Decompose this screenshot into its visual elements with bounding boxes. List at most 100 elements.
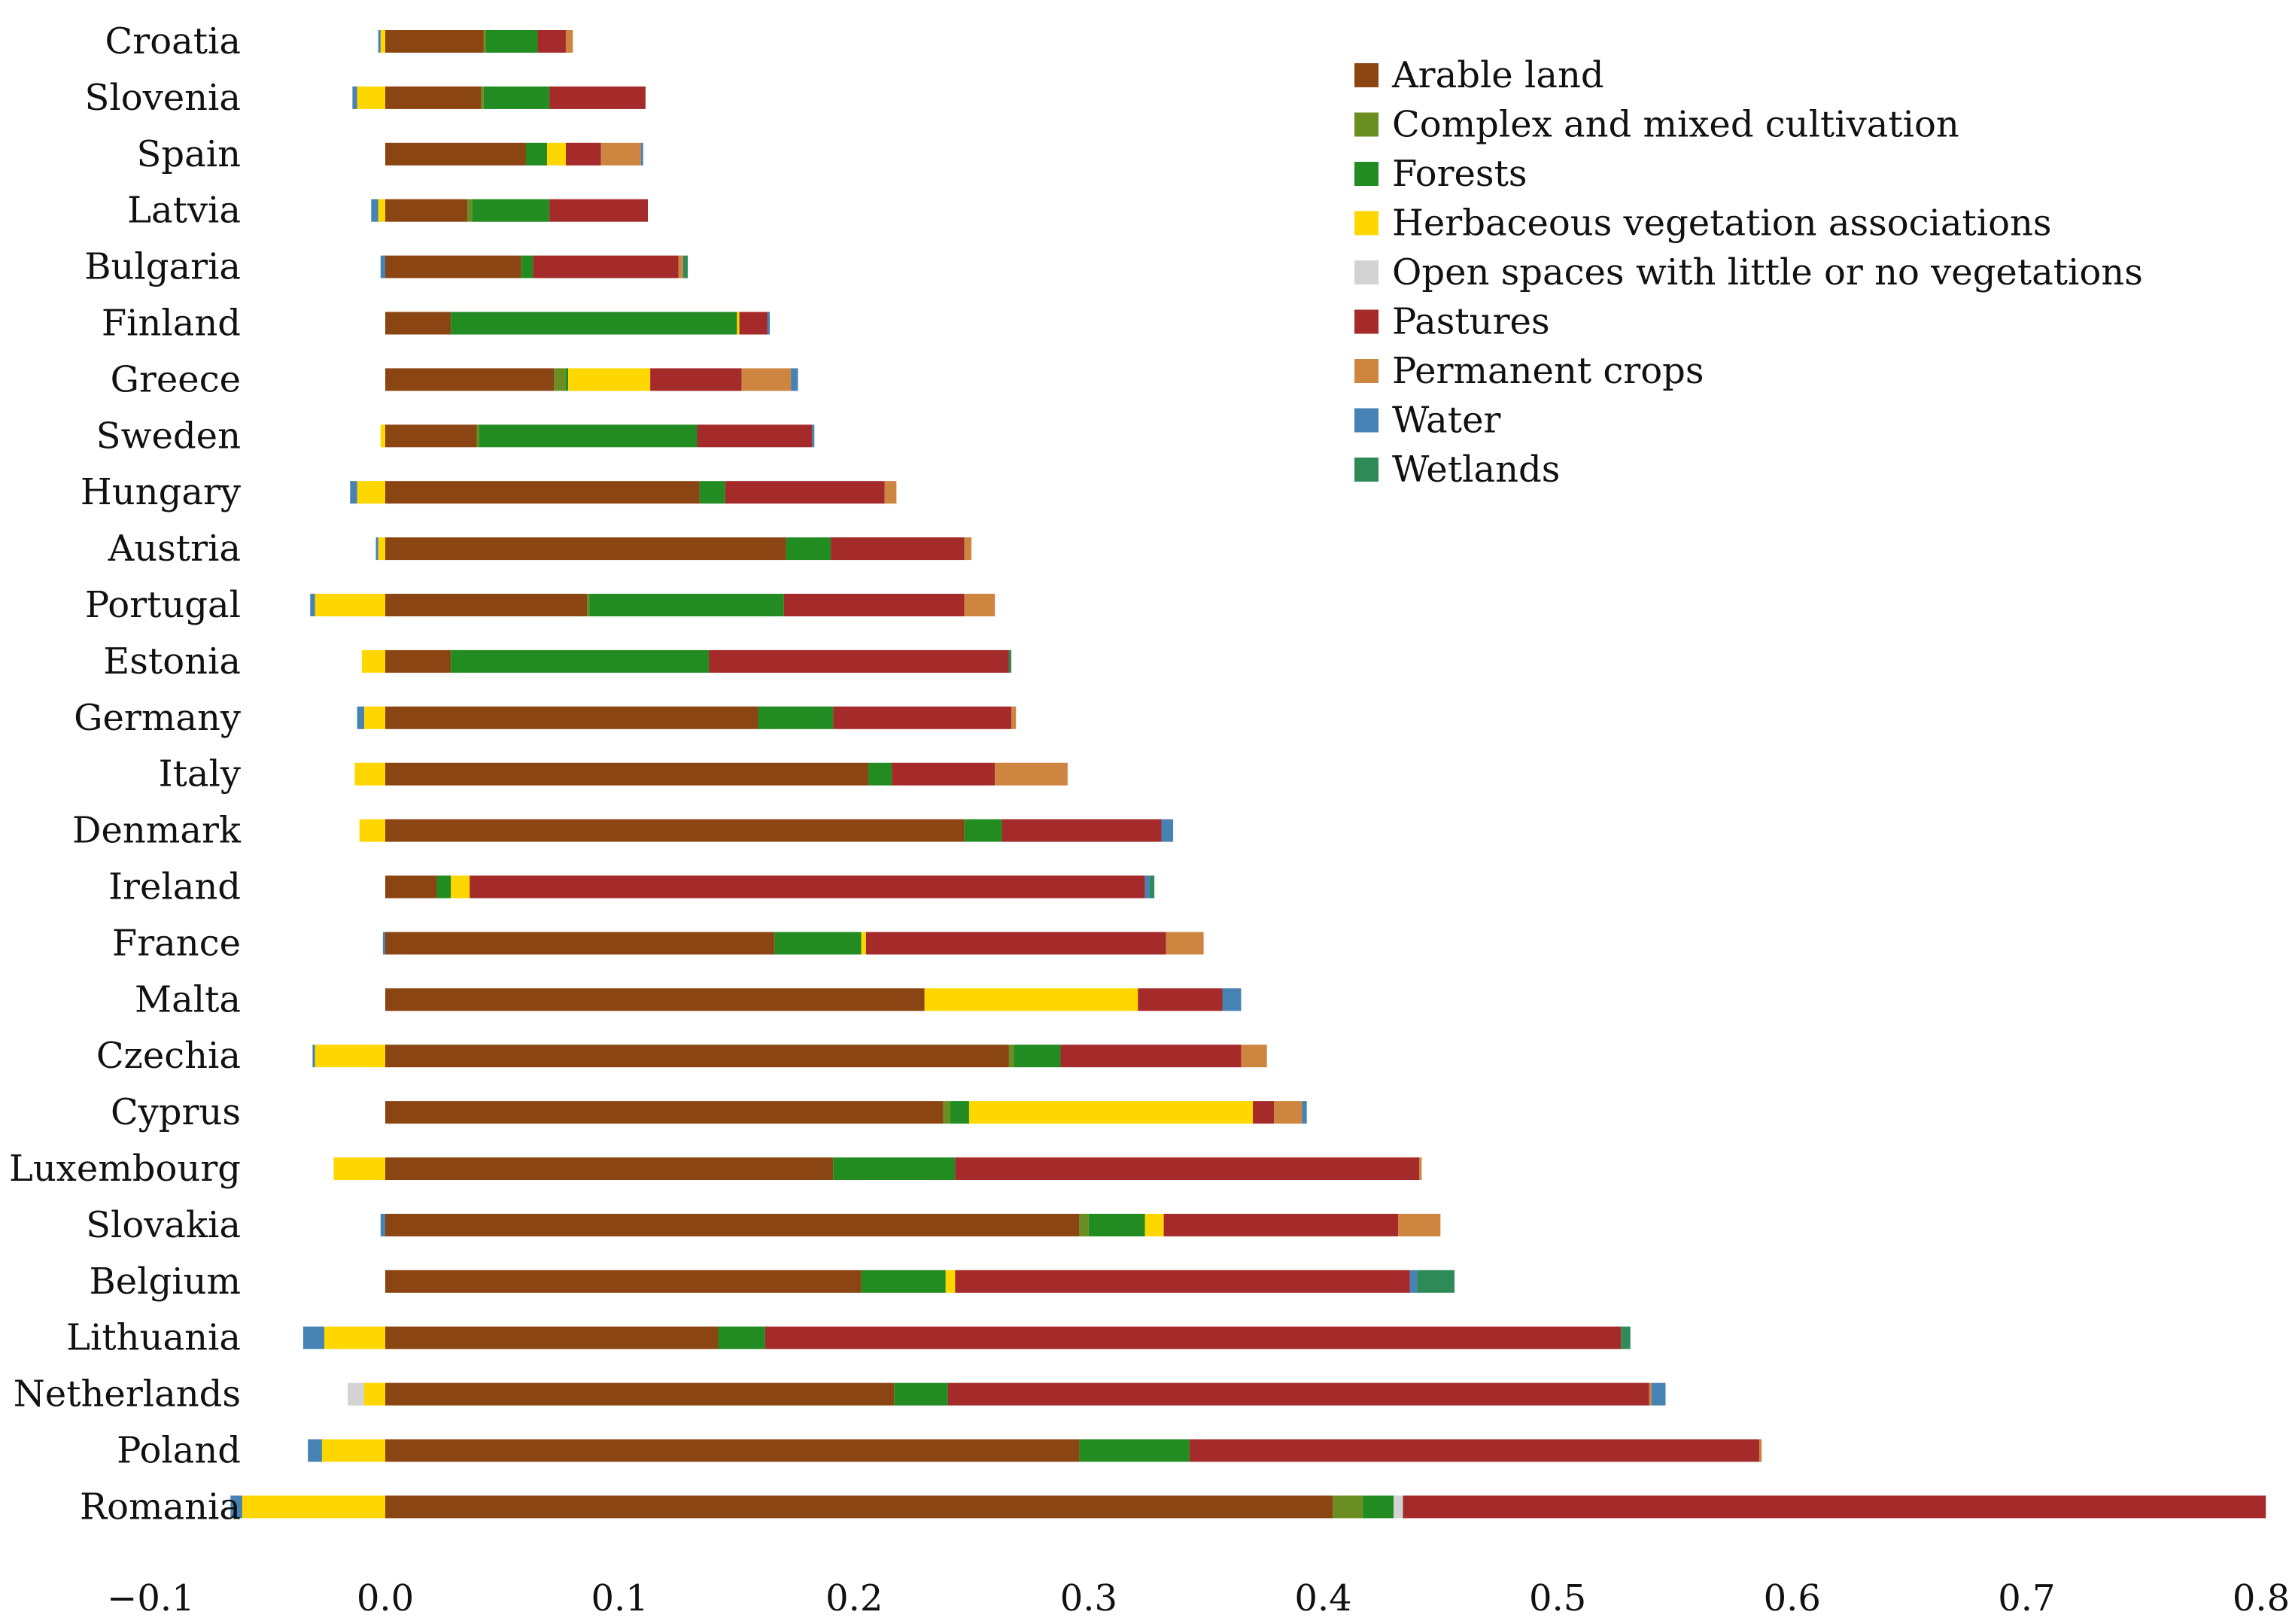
bar-latvia-forests	[472, 199, 550, 222]
bar-germany-arable-land	[385, 706, 758, 729]
bar-slovakia-herbaceous-vegetation-associations	[1144, 1213, 1164, 1236]
category-label-ireland: Ireland	[108, 866, 241, 908]
category-label-belgium: Belgium	[89, 1261, 241, 1303]
bar-slovenia-water	[352, 86, 357, 109]
bar-netherlands-pastures	[947, 1382, 1649, 1406]
category-label-cyprus: Cyprus	[111, 1091, 241, 1133]
bar-france-pastures	[865, 932, 1166, 955]
bar-austria-pastures	[831, 537, 965, 561]
bar-sweden-arable-land	[385, 424, 477, 448]
bar-group	[230, 30, 2266, 1519]
bar-france-herbaceous-vegetation-associations	[861, 932, 866, 955]
legend: Arable land Complex and mixed cultivation…	[1354, 54, 2143, 491]
category-label-denmark: Denmark	[72, 810, 242, 852]
bar-greece-permanent-crops	[741, 368, 792, 391]
bar-slovakia-arable-land	[385, 1213, 1080, 1236]
bar-austria-herbaceous-vegetation-associations	[378, 537, 385, 561]
bar-lithuania-arable-land	[385, 1326, 719, 1349]
category-label-luxembourg: Luxembourg	[9, 1148, 241, 1190]
bar-hungary-forests	[699, 481, 725, 504]
bar-portugal-water	[310, 594, 315, 616]
bar-hungary-arable-land	[385, 481, 700, 504]
bar-hungary-herbaceous-vegetation-associations	[357, 481, 385, 504]
bar-lithuania-forests	[718, 1326, 765, 1349]
bar-czechia-arable-land	[385, 1045, 1009, 1068]
x-tick-label: 0.3	[1060, 1577, 1117, 1619]
bar-netherlands-water	[1651, 1382, 1666, 1406]
bar-denmark-herbaceous-vegetation-associations	[359, 819, 385, 842]
bar-malta-arable-land	[385, 988, 925, 1011]
bar-spain-forests	[525, 142, 548, 166]
category-label-sweden: Sweden	[96, 415, 241, 457]
bar-italy-permanent-crops	[995, 762, 1068, 786]
bar-hungary-pastures	[725, 481, 885, 504]
bar-luxembourg-arable-land	[385, 1157, 834, 1180]
bar-slovakia-forests	[1088, 1213, 1145, 1236]
bar-belgium-arable-land	[385, 1270, 862, 1293]
bar-sweden-forests	[479, 424, 698, 448]
category-label-croatia: Croatia	[105, 20, 241, 62]
bar-italy-forests	[868, 762, 892, 786]
bar-romania-complex-and-mixed-cultivation	[1332, 1495, 1363, 1519]
legend-label-arable-land: Arable land	[1391, 54, 1604, 96]
bar-ireland-herbaceous-vegetation-associations	[451, 875, 470, 899]
bar-italy-pastures	[892, 762, 996, 786]
category-labels: Croatia Slovenia Spain Latvia Bulgaria Finlan…	[9, 20, 242, 1528]
legend-label-water: Water	[1392, 400, 1500, 442]
bar-netherlands-permanent-crops	[1649, 1382, 1652, 1406]
category-label-france: France	[112, 922, 241, 964]
category-label-portugal: Portugal	[85, 584, 241, 626]
bar-bulgaria-pastures	[533, 255, 679, 278]
legend-label-permanent-crops: Permanent crops	[1392, 350, 1704, 392]
category-label-austria: Austria	[108, 528, 241, 570]
bar-poland-arable-land	[385, 1439, 1080, 1462]
bar-cyprus-water	[1302, 1101, 1307, 1124]
bar-luxembourg-permanent-crops	[1419, 1157, 1422, 1180]
bar-portugal-permanent-crops	[964, 594, 996, 616]
bar-spain-arable-land	[385, 142, 526, 166]
bar-luxembourg-pastures	[955, 1157, 1420, 1180]
legend-swatch-permanent-crops	[1354, 359, 1379, 383]
x-tick-label: 0.5	[1529, 1577, 1586, 1619]
bar-netherlands-open-spaces-with-little-or-no-vegetations	[348, 1382, 364, 1406]
bar-sweden-water	[812, 424, 815, 448]
bar-sweden-herbaceous-vegetation-associations	[380, 424, 385, 448]
bar-croatia-forests	[485, 30, 538, 53]
bar-latvia-water	[371, 199, 378, 222]
legend-label-herbaceous-vegetation-associations: Herbaceous vegetation associations	[1392, 202, 2052, 245]
bar-latvia-pastures	[549, 199, 649, 222]
bar-ireland-forests	[436, 875, 451, 899]
bar-finland-herbaceous-vegetation-associations	[737, 312, 740, 335]
category-label-czechia: Czechia	[96, 1035, 241, 1077]
bar-estonia-herbaceous-vegetation-associations	[361, 649, 385, 673]
bar-croatia-water	[378, 30, 381, 53]
bar-germany-forests	[758, 706, 834, 729]
bar-croatia-permanent-crops	[565, 30, 573, 53]
bar-poland-permanent-crops	[1759, 1439, 1762, 1462]
category-label-lithuania: Lithuania	[66, 1317, 241, 1359]
bar-france-forests	[774, 932, 862, 955]
bar-denmark-forests	[964, 819, 1002, 842]
bar-slovenia-arable-land	[385, 86, 482, 109]
bar-france-water	[382, 932, 385, 955]
bar-slovenia-forests	[483, 86, 550, 109]
bar-italy-herbaceous-vegetation-associations	[354, 762, 385, 786]
bar-malta-water	[1222, 988, 1242, 1011]
x-tick-label: 0.8	[2233, 1577, 2290, 1619]
bar-greece-complex-and-mixed-cultivation	[554, 368, 566, 391]
bar-finland-forests	[451, 312, 737, 335]
bar-portugal-pastures	[783, 594, 965, 616]
bar-poland-herbaceous-vegetation-associations	[321, 1439, 385, 1462]
bar-cyprus-permanent-crops	[1274, 1101, 1303, 1124]
bar-romania-open-spaces-with-little-or-no-vegetations	[1393, 1495, 1403, 1519]
bar-czechia-water	[312, 1045, 315, 1068]
bar-croatia-arable-land	[385, 30, 484, 53]
x-tick-label: 0.7	[1998, 1577, 2055, 1619]
bar-germany-permanent-crops	[1011, 706, 1017, 729]
bar-portugal-complex-and-mixed-cultivation	[586, 594, 590, 616]
bar-croatia-pastures	[537, 30, 566, 53]
bar-estonia-arable-land	[385, 649, 451, 673]
bar-sweden-complex-and-mixed-cultivation	[476, 424, 479, 448]
bar-bulgaria-forests	[521, 255, 533, 278]
